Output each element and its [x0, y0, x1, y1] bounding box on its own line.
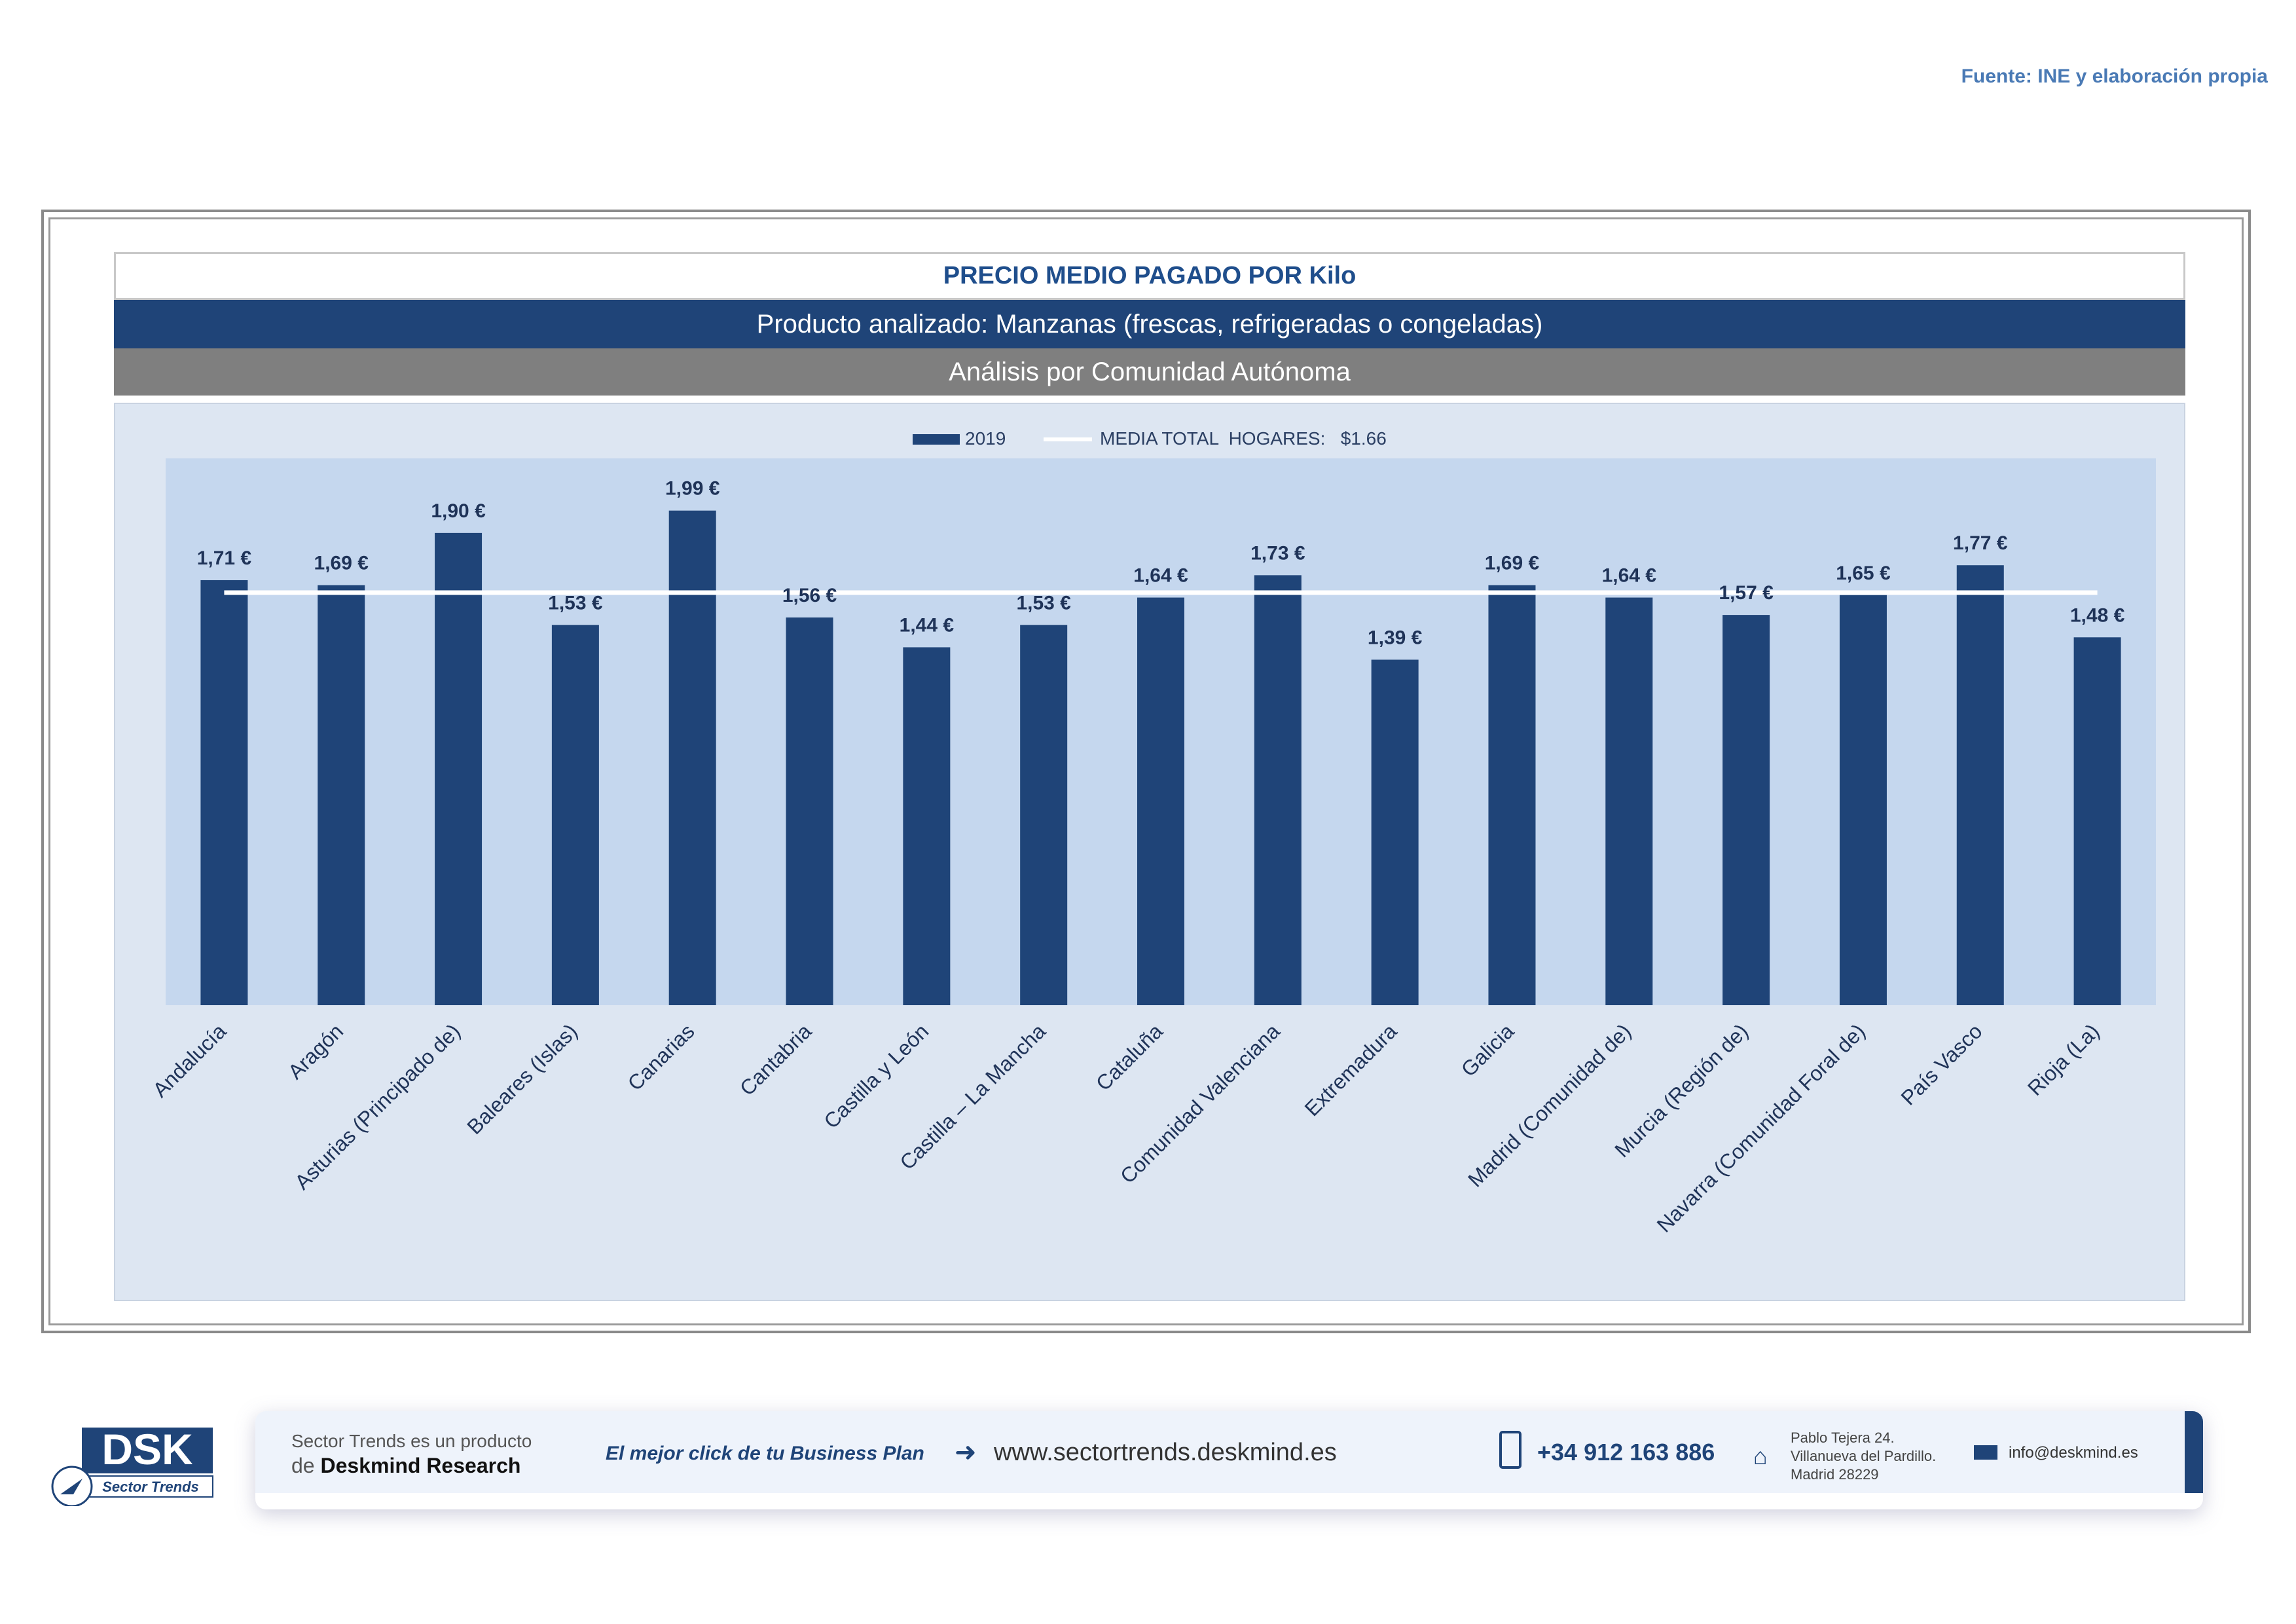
footer-address-2: Villanueva del Pardillo. — [1791, 1448, 1937, 1464]
legend-swatch-2019 — [913, 434, 960, 445]
footer-tagline-2: de Deskmind Research — [291, 1454, 520, 1478]
x-tick-label-10: Extremadura — [1300, 1019, 1402, 1120]
bar-16 — [2073, 637, 2121, 1005]
x-tick-label-11: Galicia — [1457, 1019, 1519, 1081]
value-label-5: 1,56 € — [782, 585, 837, 606]
x-tick-label-1: Aragón — [283, 1019, 348, 1083]
value-label-7: 1,53 € — [1016, 592, 1071, 614]
value-label-12: 1,64 € — [1602, 565, 1657, 587]
bar-12 — [1605, 597, 1653, 1005]
value-labels-group: 1,71 € 1,69 € 1,90 € 1,53 € 1,99 € 1,56 € 1,44… — [197, 478, 2125, 649]
home-icon: ⌂ — [1753, 1443, 1768, 1469]
value-label-10: 1,39 € — [1368, 627, 1423, 648]
footer-email[interactable]: info@deskmind.es — [2009, 1444, 2138, 1462]
legend-label-2019: 2019 — [965, 428, 1006, 449]
phone-icon — [1499, 1431, 1522, 1469]
bar-9 — [1254, 575, 1302, 1005]
analysis-band: Análisis por Comunidad Autónoma — [114, 348, 2185, 396]
bar-6 — [903, 647, 951, 1005]
product-band: Producto analizado: Manzanas (frescas, r… — [114, 300, 2185, 348]
bar-14 — [1839, 595, 1887, 1005]
value-label-15: 1,77 € — [1953, 532, 2008, 554]
footer-brand: Deskmind Research — [320, 1454, 521, 1477]
value-label-3: 1,53 € — [548, 592, 603, 614]
chart-frame-outer — [41, 210, 2251, 1333]
footer-slogan: El mejor click de tu Business Plan — [606, 1443, 924, 1464]
chart-title: PRECIO MEDIO PAGADO POR Kilo — [114, 252, 2185, 300]
x-tick-label-16: Rioja (La) — [2023, 1019, 2104, 1100]
bar-4 — [668, 510, 716, 1005]
x-tick-label-3: Baleares (Islas) — [462, 1019, 582, 1139]
value-label-0: 1,71 € — [197, 547, 252, 569]
dsk-logo: DSK Sector Trends — [46, 1421, 223, 1507]
bar-0 — [200, 580, 248, 1005]
chart-area: 2019 MEDIA TOTAL HOGARES: $1.66 1,71 €1,… — [114, 403, 2185, 1301]
x-tick-label-6: Castilla y León — [819, 1019, 933, 1133]
arrow-icon: ➜ — [955, 1438, 977, 1467]
x-tick-label-5: Cantabria — [735, 1019, 816, 1100]
footer-address-1: Pablo Tejera 24. — [1791, 1430, 1895, 1446]
x-tick-label-0: Andalucía — [148, 1019, 230, 1101]
value-label-14: 1,65 € — [1836, 563, 1891, 584]
bar-7 — [1020, 625, 1068, 1005]
value-label-16: 1,48 € — [2070, 604, 2125, 626]
value-label-6: 1,44 € — [900, 614, 955, 636]
legend-label-mean: MEDIA TOTAL HOGARES: $1.66 — [1100, 428, 1387, 449]
x-tick-label-8: Cataluña — [1091, 1019, 1167, 1095]
x-tick-label-15: País Vasco — [1896, 1019, 1986, 1109]
value-label-8: 1,64 € — [1133, 565, 1188, 587]
bar-13 — [1722, 615, 1770, 1005]
value-label-11: 1,69 € — [1485, 553, 1540, 574]
bar-chart: 2019 MEDIA TOTAL HOGARES: $1.66 1,71 €1,… — [148, 428, 2156, 1237]
bars-group — [200, 510, 2121, 1005]
x-tick-label-4: Canarias — [623, 1019, 699, 1095]
footer-address-3: Madrid 28229 — [1791, 1466, 1879, 1483]
legend: 2019 MEDIA TOTAL HOGARES: $1.66 — [913, 428, 1387, 449]
footer-website[interactable]: www.sectortrends.deskmind.es — [994, 1439, 1337, 1466]
value-label-2: 1,90 € — [431, 500, 486, 522]
bar-11 — [1488, 585, 1536, 1005]
mail-icon — [1974, 1445, 1997, 1460]
bar-2 — [435, 532, 483, 1005]
footer-card: Sector Trends es un producto de Deskmind… — [255, 1411, 2203, 1509]
bar-1 — [318, 585, 365, 1005]
value-label-13: 1,57 € — [1719, 582, 1774, 604]
footer-accent-bar — [2185, 1411, 2203, 1493]
footer-band — [255, 1411, 2203, 1493]
footer-tagline-prefix: de — [291, 1454, 315, 1477]
logo-text: DSK — [101, 1425, 193, 1473]
source-note: Fuente: INE y elaboración propia — [1961, 65, 2268, 87]
bar-10 — [1371, 659, 1419, 1005]
chart-frame-inner — [48, 217, 2244, 1325]
value-label-4: 1,99 € — [665, 478, 720, 500]
logo-sub: Sector Trends — [102, 1479, 199, 1495]
value-label-9: 1,73 € — [1250, 542, 1305, 564]
bar-15 — [1956, 565, 2004, 1005]
footer-tagline-1: Sector Trends es un producto — [291, 1431, 532, 1451]
value-label-1: 1,69 € — [314, 553, 369, 574]
x-tick-label-14: Navarra (Comunidad Foral de) — [1652, 1019, 1870, 1236]
bar-5 — [786, 617, 833, 1005]
bar-3 — [551, 625, 599, 1005]
bar-8 — [1137, 597, 1184, 1005]
footer-phone[interactable]: +34 912 163 886 — [1537, 1439, 1715, 1466]
